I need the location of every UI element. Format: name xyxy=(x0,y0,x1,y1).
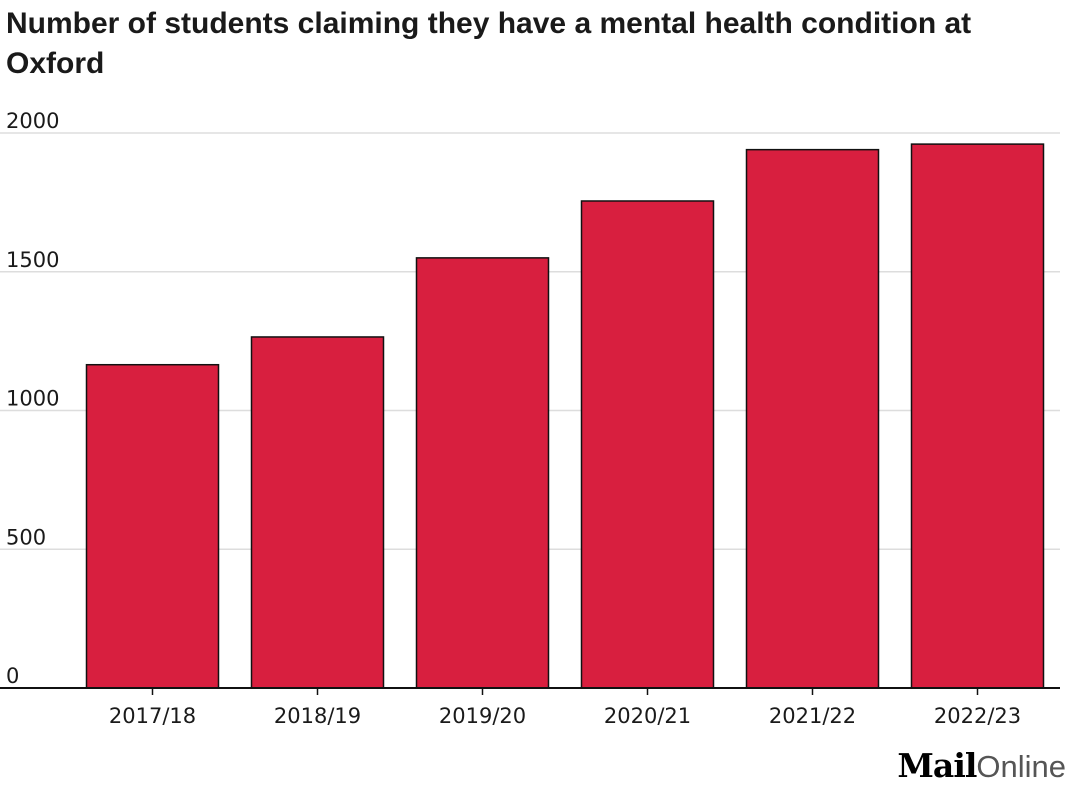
y-axis-tick-labels: 0 500 1000 1500 2000 xyxy=(6,109,59,688)
bars xyxy=(85,143,1045,689)
y-tick-label: 0 xyxy=(6,664,19,688)
logo-mail-text: Mail xyxy=(897,746,977,785)
x-tick-label: 2017/18 xyxy=(109,704,196,728)
x-tick-label: 2022/23 xyxy=(934,704,1021,728)
y-tick-label: 2000 xyxy=(6,109,59,133)
chart-title: Number of students claiming they have a … xyxy=(6,7,972,80)
bar xyxy=(85,363,220,689)
y-tick-label: 1500 xyxy=(6,248,59,272)
bar xyxy=(580,200,715,689)
bar xyxy=(250,336,385,689)
logo-online-text: Online xyxy=(976,749,1066,784)
x-tick-label: 2021/22 xyxy=(769,704,856,728)
x-tick-label: 2018/19 xyxy=(274,704,361,728)
bar xyxy=(910,143,1045,689)
x-tick-label: 2019/20 xyxy=(439,704,526,728)
x-tick-label: 2020/21 xyxy=(604,704,691,728)
bar xyxy=(745,148,880,689)
mailonline-logo: Mail Online xyxy=(897,746,1066,790)
bar xyxy=(415,257,550,689)
y-tick-label: 1000 xyxy=(6,387,59,411)
y-tick-label: 500 xyxy=(6,525,46,549)
x-axis-tick-labels: 2017/18 2018/19 2019/20 2020/21 2021/22 2022/… xyxy=(0,687,1060,728)
